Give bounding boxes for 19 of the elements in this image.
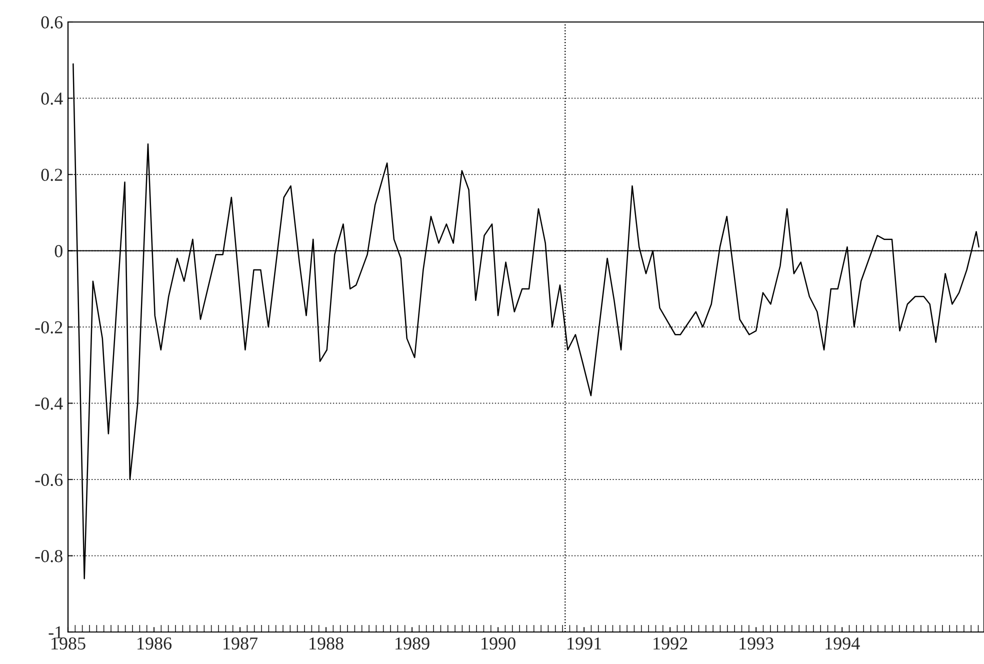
x-tick-label: 1986 bbox=[138, 637, 172, 650]
y-tick-label: 0.6 bbox=[41, 16, 63, 29]
y-tick-label: -0.2 bbox=[35, 321, 62, 334]
x-tick-label: 1987 bbox=[224, 637, 258, 650]
x-tick-label: 1991 bbox=[568, 637, 602, 650]
x-tick-label: 1989 bbox=[396, 637, 430, 650]
y-tick-label: -0.8 bbox=[35, 550, 62, 562]
y-tick-label: -1 bbox=[48, 626, 62, 638]
y-tick-label: -0.4 bbox=[35, 398, 63, 410]
x-tick-label: 1994 bbox=[826, 637, 860, 650]
y-tick-label: 0.4 bbox=[41, 92, 63, 105]
x-tick-label: 1988 bbox=[310, 637, 344, 650]
x-tick-label: 1985 bbox=[52, 637, 86, 650]
y-tick-label: 0.2 bbox=[41, 168, 62, 182]
y-tick-label: 0 bbox=[54, 245, 62, 258]
y-tick-label: -0.6 bbox=[35, 474, 63, 486]
x-tick-label: 1990 bbox=[482, 637, 516, 650]
x-tick-label: 1992 bbox=[654, 637, 688, 650]
x-tick-label: 1993 bbox=[740, 637, 774, 650]
